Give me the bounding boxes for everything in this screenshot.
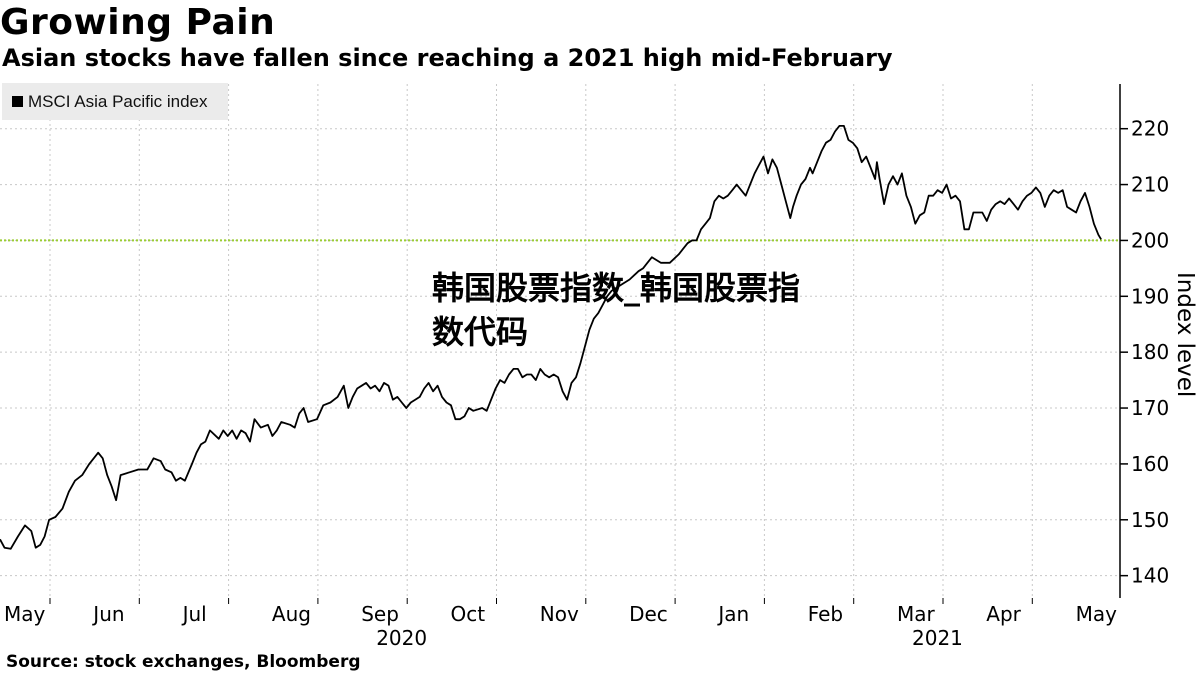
x-tick-label: May	[4, 602, 46, 626]
series-line	[0, 125, 1102, 550]
y-tick-label: 140	[1131, 564, 1169, 588]
series-group	[0, 125, 1102, 550]
legend: MSCI Asia Pacific index	[2, 83, 228, 120]
x-tick-label: Nov	[540, 602, 579, 626]
y-tick-label: 200	[1131, 228, 1169, 252]
x-tick-label: Jan	[716, 602, 749, 626]
x-year-label: 2020	[376, 626, 427, 650]
y-axis-title: Index level	[1172, 272, 1198, 397]
legend-swatch	[12, 96, 23, 107]
x-tick-label: Feb	[808, 602, 843, 626]
y-tick-label: 180	[1131, 340, 1169, 364]
x-tick-label: May	[1076, 602, 1118, 626]
source-note: Source: stock exchanges, Bloomberg	[6, 652, 361, 672]
chart-title: Growing Pain	[0, 2, 276, 43]
x-tick-label: Oct	[451, 602, 486, 626]
x-tick-label: Jul	[181, 602, 207, 626]
x-tick-label: Aug	[272, 602, 311, 626]
x-tick-label: Dec	[629, 602, 668, 626]
legend-label: MSCI Asia Pacific index	[28, 91, 208, 111]
axes: 140 150 160 170 180 190 200 210 220 May Jun Jul Aug S…	[4, 84, 1169, 650]
y-tick-label: 190	[1131, 284, 1169, 308]
x-year-label: 2021	[912, 626, 963, 650]
y-tick-label: 150	[1131, 508, 1169, 532]
y-tick-label: 170	[1131, 396, 1169, 420]
watermark-text: 韩国股票指数_韩国股票指数代码	[432, 269, 801, 351]
x-tick-label: Mar	[897, 602, 936, 626]
x-tick-label: Jun	[91, 602, 124, 626]
chart-subtitle: Asian stocks have fallen since reaching …	[2, 44, 893, 72]
x-tick-label: Apr	[986, 602, 1021, 626]
x-tick-label: Sep	[361, 602, 399, 626]
y-tick-label: 220	[1131, 117, 1169, 141]
y-tick-label: 210	[1131, 173, 1169, 197]
y-tick-label: 160	[1131, 452, 1169, 476]
